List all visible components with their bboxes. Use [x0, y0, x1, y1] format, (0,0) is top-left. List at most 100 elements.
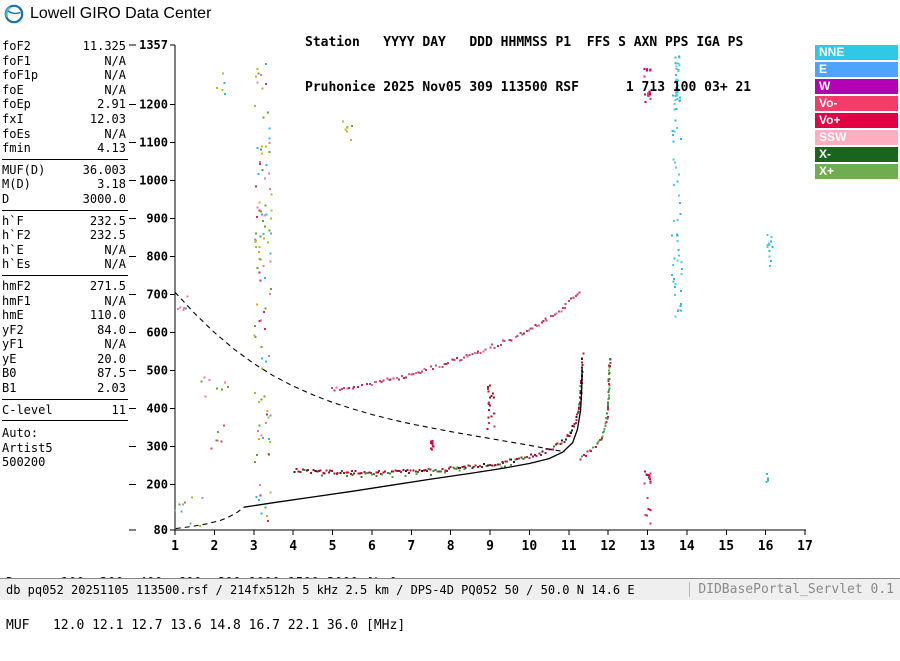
- param-value: 3000.0: [82, 191, 126, 206]
- param-label: fxI: [2, 111, 24, 126]
- parameter-panel: foF2 11.325 foF1 N/A foF1p N/A foE N/A foEp 2.91 f…: [2, 38, 128, 470]
- svg-text:500: 500: [146, 363, 168, 377]
- param-row-foep: foEp 2.91: [2, 97, 128, 112]
- param-value: 84.0: [97, 322, 126, 337]
- svg-text:15: 15: [718, 539, 734, 554]
- param-label: h`F: [2, 213, 24, 228]
- param-label: yF2: [2, 322, 24, 337]
- svg-text:400: 400: [146, 401, 168, 415]
- param-row-foe: foE N/A: [2, 83, 128, 98]
- param-value: 232.5: [89, 213, 126, 228]
- param-row-mufd: MUF(D) 36.003: [2, 163, 128, 178]
- param-value: N/A: [104, 242, 126, 257]
- logo-text: Lowell GIRO Data Center: [30, 5, 212, 22]
- param-row-hme: hmE 110.0: [2, 308, 128, 323]
- param-value: 12.03: [89, 111, 126, 126]
- param-value: N/A: [104, 126, 126, 141]
- status-file-info: db pq052 20251105 113500.rsf / 214fx512h…: [6, 582, 635, 597]
- param-label: foF1p: [2, 68, 39, 83]
- param-label: foE: [2, 82, 24, 97]
- param-label: foEs: [2, 126, 31, 141]
- legend-item-x-: X-: [815, 147, 898, 162]
- param-label: h`E: [2, 242, 24, 257]
- param-label: D: [2, 191, 10, 206]
- param-label: yF1: [2, 337, 24, 352]
- param-value: N/A: [104, 257, 126, 272]
- station-header-columns: Station YYYY DAY DDD HHMMSS P1 FFS S AXN…: [305, 35, 744, 50]
- auto-line: Artist5: [2, 440, 53, 455]
- param-label: foEp: [2, 97, 31, 112]
- svg-text:1100: 1100: [139, 136, 168, 150]
- profile-solid: [243, 368, 583, 508]
- param-label: foF2: [2, 39, 31, 53]
- param-group: MUF(D) 36.003 M(D) 3.18 D 3000.0: [2, 162, 128, 211]
- param-value: 87.5: [97, 366, 126, 381]
- param-group: foF2 11.325 foF1 N/A foF1p N/A foE N/A foEp 2.91 f…: [2, 38, 128, 160]
- param-label: foF1: [2, 53, 31, 68]
- svg-text:300: 300: [146, 439, 168, 453]
- param-row-hf2: h`F2 232.5: [2, 228, 128, 243]
- didbase-portal-page: 1357 1200 1100 1000 900 800 700 600 500 400 300 200…: [0, 4, 900, 633]
- dmuf-scale: D 100 200 400 600 800 1000 1500 3000 [km…: [6, 549, 405, 661]
- svg-text:9: 9: [486, 539, 494, 554]
- param-row-hmf1: hmF1 N/A: [2, 294, 128, 309]
- svg-text:200: 200: [146, 477, 168, 491]
- param-value: 271.5: [89, 278, 126, 293]
- param-value: N/A: [104, 82, 126, 97]
- param-label: B1: [2, 381, 17, 396]
- status-bar: db pq052 20251105 113500.rsf / 214fx512h…: [0, 578, 900, 600]
- param-value: 20.0: [97, 351, 126, 366]
- station-header-values: Pruhonice 2025 Nov05 309 113500 RSF 1 71…: [305, 80, 752, 95]
- param-value: N/A: [104, 337, 126, 352]
- param-group: h`F 232.5 h`F2 232.5 h`E N/A h`Es N/A: [2, 213, 128, 276]
- svg-text:600: 600: [146, 326, 168, 340]
- svg-text:800: 800: [146, 250, 168, 264]
- legend-item-ssw: SSW: [815, 130, 898, 145]
- param-row-ye: yE 20.0: [2, 352, 128, 367]
- svg-text:12: 12: [600, 539, 616, 554]
- param-row-fof1: foF1 N/A: [2, 54, 128, 69]
- param-label: MUF(D): [2, 162, 46, 177]
- param-value: 11: [111, 402, 126, 417]
- legend-item-vo+: Vo+: [815, 113, 898, 128]
- giro-logo: Lowell GIRO Data Center: [4, 4, 211, 24]
- legend-item-e: E: [815, 62, 898, 77]
- param-value: 3.18: [97, 177, 126, 192]
- param-label: fmin: [2, 141, 31, 156]
- param-group: C-level 11: [2, 402, 128, 422]
- legend-item-vo-: Vo-: [815, 96, 898, 111]
- param-value: 232.5: [89, 228, 126, 243]
- param-row-hmf2: hmF2 271.5: [2, 279, 128, 294]
- param-label: M(D): [2, 177, 31, 192]
- param-row-fxi: fxI 12.03: [2, 112, 128, 127]
- servlet-version-label: DIDBasePortal_Servlet 0.1: [689, 582, 894, 597]
- param-value: N/A: [104, 68, 126, 83]
- giro-logo-icon: [4, 4, 24, 24]
- param-value: 2.03: [97, 381, 126, 396]
- param-row-fof1p: foF1p N/A: [2, 68, 128, 83]
- echo-dots: [174, 55, 774, 528]
- param-label: h`Es: [2, 257, 31, 272]
- param-row-d: D 3000.0: [2, 192, 128, 207]
- param-row-fmin: fmin 4.13: [2, 141, 128, 156]
- model-curves: [174, 291, 583, 530]
- svg-text:900: 900: [146, 212, 168, 226]
- svg-text:10: 10: [522, 539, 538, 554]
- transmission-curve-dashed: [174, 291, 565, 453]
- svg-text:1000: 1000: [139, 174, 168, 188]
- param-row-fof2: foF2 11.325: [2, 39, 128, 54]
- param-value: N/A: [104, 293, 126, 308]
- svg-text:8: 8: [447, 539, 455, 554]
- param-label: hmF1: [2, 293, 31, 308]
- svg-text:11: 11: [561, 539, 577, 554]
- auto-line: 500200: [2, 455, 46, 470]
- param-row-foes: foEs N/A: [2, 127, 128, 142]
- profile-extrapolated-dashed: [175, 506, 245, 530]
- param-label: hmF2: [2, 278, 31, 293]
- svg-text:700: 700: [146, 288, 168, 302]
- svg-text:16: 16: [758, 539, 774, 554]
- svg-text:1200: 1200: [139, 98, 168, 112]
- param-row-yf2: yF2 84.0: [2, 323, 128, 338]
- param-label: yE: [2, 351, 17, 366]
- param-value: 110.0: [89, 308, 126, 323]
